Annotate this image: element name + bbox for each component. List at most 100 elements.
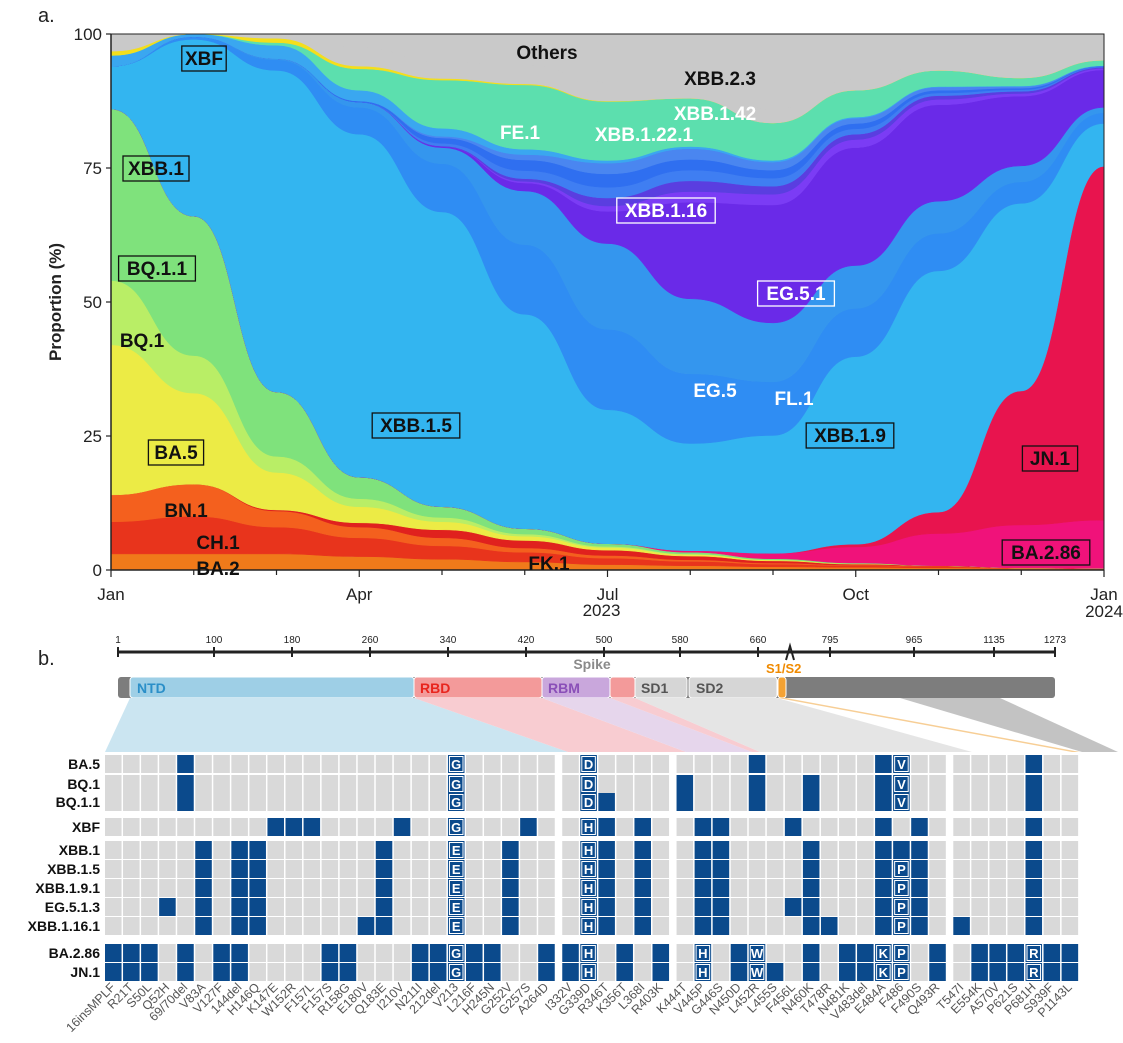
label-xbb-1-16: XBB.1.16 — [616, 197, 716, 224]
domain-label-rbd: RBD — [420, 680, 450, 696]
mutation-cell — [1061, 963, 1079, 981]
mutation-cell — [195, 898, 212, 916]
mutation-cell — [177, 860, 194, 878]
label-others: Others — [516, 43, 577, 64]
mutation-cell — [730, 755, 748, 773]
sd-funnel — [635, 698, 972, 752]
mutation-cell — [634, 963, 651, 981]
mutation-cell — [580, 898, 597, 916]
x-tick-label: Apr — [346, 585, 373, 604]
mutation-cell — [953, 818, 970, 836]
spike-title: Spike — [573, 656, 611, 672]
mutation-cell — [303, 963, 321, 981]
mutation-cell — [213, 917, 230, 935]
cell-outline — [894, 756, 909, 772]
mutation-cell — [598, 775, 615, 793]
svg-text:XBF: XBF — [185, 49, 223, 70]
mutation-cell — [820, 963, 838, 981]
mutation-cell — [447, 879, 465, 897]
mutation-cell — [652, 775, 670, 793]
mutation-cell — [538, 841, 555, 859]
mutation-cell — [580, 917, 597, 935]
domain-label-sd2: SD2 — [696, 680, 723, 696]
mutation-cell — [466, 755, 483, 773]
mutation-cell — [249, 775, 266, 793]
mutation-cell — [616, 841, 633, 859]
mutation-cell — [911, 841, 928, 859]
domain-label-sd1: SD1 — [641, 680, 668, 696]
mutation-cell — [694, 775, 712, 793]
spike-domain-map: 1 100 180 260 340 420 500 580 660 795 965 1135 1273 N… — [105, 635, 1118, 752]
mutation-cell — [520, 775, 537, 793]
mutation-cell — [652, 818, 670, 836]
mutation-cell — [989, 841, 1006, 859]
mutation-cell — [712, 793, 730, 811]
mutation-cell — [231, 963, 248, 981]
cell-outline — [448, 861, 464, 877]
mutation-cell — [321, 755, 339, 773]
mutation-cell — [1043, 860, 1061, 878]
ntd-funnel — [105, 698, 568, 752]
mutation-cell — [1007, 944, 1024, 962]
svg-text:XBB.1.16: XBB.1.16 — [625, 201, 707, 222]
mutation-residue: P — [897, 965, 906, 980]
cell-outline — [448, 756, 464, 772]
y-tick-label: 100 — [74, 25, 102, 44]
mutation-cell — [429, 860, 447, 878]
mutation-cell — [123, 755, 140, 773]
cell-outline — [894, 918, 909, 934]
mutation-cell — [784, 818, 802, 836]
mutation-cell — [1007, 775, 1024, 793]
mutation-cell — [820, 898, 838, 916]
svg-text:BA.2.86: BA.2.86 — [1011, 543, 1081, 564]
mutation-cell — [875, 898, 892, 916]
mutation-cell — [177, 793, 194, 811]
label-fe-1: FE.1 — [500, 123, 541, 144]
mutation-cell — [393, 917, 411, 935]
mutation-cell — [893, 944, 910, 962]
svg-text:Others: Others — [516, 43, 577, 64]
mutation-cell — [177, 879, 194, 897]
mutation-cell — [285, 944, 303, 962]
mutation-cell — [562, 818, 579, 836]
mutation-cell — [393, 775, 411, 793]
mutation-cell — [911, 944, 928, 962]
mutation-cell — [195, 917, 212, 935]
mutation-cell — [249, 755, 266, 773]
mutation-cell — [766, 818, 784, 836]
mutation-cell — [393, 818, 411, 836]
mutation-cell — [393, 860, 411, 878]
label-ba-5: BA.5 — [147, 439, 205, 466]
mutation-cell — [502, 775, 519, 793]
mutation-cell — [466, 917, 483, 935]
mutation-cell — [971, 879, 988, 897]
mutation-cell — [231, 898, 248, 916]
mutation-cell — [411, 898, 429, 916]
mutation-cell — [893, 898, 910, 916]
mutation-residue: K — [879, 946, 889, 961]
mutation-cell — [1025, 793, 1043, 811]
label-ba-2: BA.2 — [196, 559, 239, 580]
mutation-cell — [321, 879, 339, 897]
mutation-cell — [839, 860, 856, 878]
mutation-cell — [971, 963, 988, 981]
mutation-cell — [784, 898, 802, 916]
cell-outline — [581, 899, 596, 915]
label-fk-1: FK.1 — [528, 554, 570, 575]
cell-outline — [581, 842, 596, 858]
mutation-cell — [357, 860, 375, 878]
cell-outline — [894, 861, 909, 877]
cell-outline — [894, 794, 909, 810]
mutation-cell — [929, 860, 946, 878]
mutation-cell — [929, 898, 946, 916]
cell-outline — [581, 776, 596, 792]
y-axis-title: Proportion (%) — [46, 243, 65, 361]
domain-label-s1-s2: S1/S2 — [766, 661, 801, 676]
x-tick-label: Jul — [597, 585, 619, 604]
mutation-cell — [393, 963, 411, 981]
mutation-cell — [267, 775, 284, 793]
mutation-cell — [598, 879, 615, 897]
mutation-cell — [730, 841, 748, 859]
mutation-cell — [502, 755, 519, 773]
y-tick-label: 75 — [83, 159, 102, 178]
